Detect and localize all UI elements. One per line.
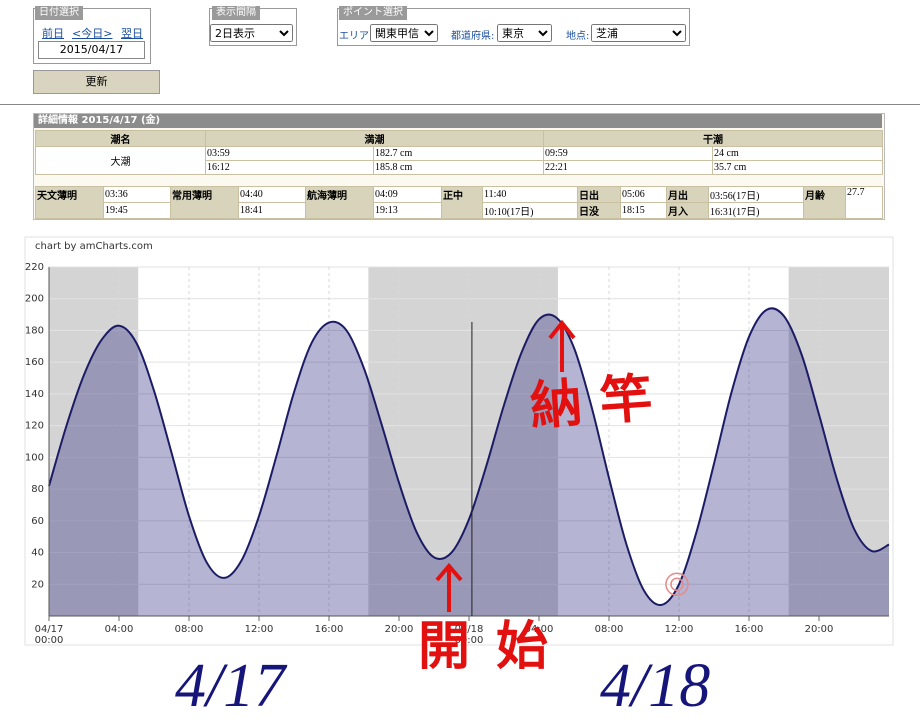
x-tick-label: 04:00	[525, 624, 554, 635]
x-tick-label: 16:00	[315, 624, 344, 635]
x-tick-label: 16:00	[735, 624, 764, 635]
sun-moon-table: 天文薄明 03:36 常用薄明 04:40 航海薄明 04:09 正中 11:40 日出…	[35, 186, 883, 219]
tide-table: 潮名 満潮 干潮 大潮 03:59 182.7 cm 09:59 24 cm 16:12 18…	[35, 130, 883, 175]
update-button[interactable]: 更新	[33, 70, 160, 94]
x-tick-label: 12:00	[245, 624, 274, 635]
pref-label: 都道府県:	[451, 31, 495, 42]
area	[49, 308, 889, 616]
prev-link[interactable]: 前日	[42, 27, 64, 40]
x-tick-label: 20:00	[805, 624, 834, 635]
arrow	[548, 319, 576, 372]
x-tick-label: 08:00	[595, 624, 624, 635]
header: 干潮	[543, 130, 883, 147]
date-group	[33, 8, 151, 64]
today-link[interactable]: <今日>	[72, 27, 113, 40]
annotation: 納竿	[528, 367, 672, 437]
label: 正中	[441, 186, 483, 219]
cell: 22:21	[543, 160, 713, 175]
header: 満潮	[205, 130, 544, 147]
cell: 04:09	[373, 186, 442, 203]
cell: 03:36	[103, 186, 171, 203]
label: 月出	[666, 186, 709, 203]
night-band	[788, 267, 889, 616]
label: 月入	[666, 202, 709, 219]
cell: 10:10(17日)	[482, 202, 578, 219]
label: 天文薄明	[35, 186, 104, 219]
cell: 16:12	[205, 160, 374, 175]
cell: 35.7 cm	[712, 160, 883, 175]
line	[48, 307, 890, 606]
y-tick-label: 200	[25, 294, 44, 305]
y-tick-label: 120	[25, 421, 44, 432]
y-tick-label: 160	[25, 357, 44, 368]
spot-select[interactable]: 芝浦	[591, 24, 686, 42]
y-tick-label: 40	[31, 548, 44, 559]
cell: 16:31(17日)	[708, 202, 804, 219]
y-tick-label: 80	[31, 484, 44, 495]
label: 常用薄明	[170, 186, 239, 219]
divider	[0, 104, 920, 105]
arrow	[435, 562, 463, 612]
cell: 19:13	[373, 202, 442, 219]
chart-credit: chart by amCharts.com	[35, 241, 153, 252]
details-title: 詳細情報 2015/4/17 (金)	[34, 114, 882, 128]
cell: 18:15	[620, 202, 667, 219]
header: 潮名	[35, 130, 206, 147]
area-label: エリア:	[339, 31, 373, 42]
cell: 05:06	[620, 186, 667, 203]
date-input[interactable]: 2015/04/17	[38, 41, 145, 59]
next-link[interactable]: 翌日	[121, 27, 143, 40]
cell: 04:40	[238, 186, 306, 203]
night-band	[49, 267, 139, 616]
annotation: 開始	[418, 617, 574, 677]
x-tick-label: 04:00	[105, 624, 134, 635]
annotation: 4/18	[600, 652, 710, 718]
y-tick-label: 180	[25, 325, 44, 336]
label: 航海薄明	[305, 186, 374, 219]
cell: 18:41	[238, 202, 306, 219]
cell: 03:59	[205, 146, 374, 161]
x-tick-label: 00:00	[35, 635, 64, 646]
x-tick-label: 04/17	[35, 624, 64, 635]
x-tick-label: 12:00	[665, 624, 694, 635]
y-tick-label: 20	[31, 579, 44, 590]
marker-ring	[665, 572, 689, 597]
cell: 大潮	[35, 146, 206, 175]
y-tick-label: 100	[25, 452, 44, 463]
x-tick-label: 04/18	[455, 624, 484, 635]
night-band	[368, 267, 558, 616]
cell: 11:40	[482, 186, 578, 203]
label: 月齢	[803, 186, 846, 219]
area-select[interactable]: 関東甲信	[370, 24, 438, 42]
label: 日没	[577, 202, 621, 219]
cell: 27.7	[845, 186, 883, 219]
cell: 24 cm	[712, 146, 883, 161]
cell: 185.8 cm	[373, 160, 544, 175]
x-tick-label: 20:00	[385, 624, 414, 635]
spot-label: 地点:	[566, 31, 590, 42]
annotation: 4/17	[175, 652, 288, 718]
legend: 日付選択	[35, 6, 83, 20]
interval-select[interactable]: 2日表示	[210, 24, 293, 42]
y-tick-label: 140	[25, 389, 44, 400]
marker-ring	[670, 577, 684, 592]
legend: ポイント選択	[339, 6, 407, 20]
legend: 表示間隔	[212, 6, 260, 20]
label: 日出	[577, 186, 621, 203]
y-tick-label: 60	[31, 516, 44, 527]
x-tick-label: 08:00	[175, 624, 204, 635]
point-group	[337, 8, 690, 46]
pref-select[interactable]: 東京	[497, 24, 552, 42]
cell: 182.7 cm	[373, 146, 544, 161]
cell: 03:56(17日)	[708, 186, 804, 203]
x-tick-label: 00:00	[455, 635, 484, 646]
y-tick-label: 220	[25, 262, 44, 273]
cell: 19:45	[103, 202, 171, 219]
cell: 09:59	[543, 146, 713, 161]
